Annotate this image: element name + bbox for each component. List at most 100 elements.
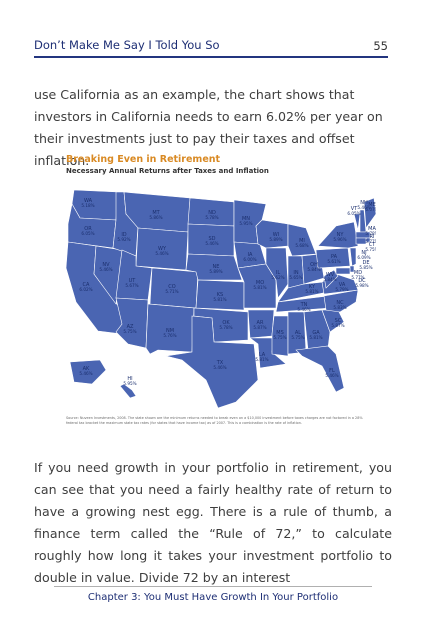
- state-label-or: OR6.05%: [81, 226, 94, 236]
- state-return-value: 5.96%: [333, 237, 346, 242]
- us-states-map: WA5.18%OR6.05%CA6.02%NV5.46%ID5.92%MT5.8…: [66, 189, 376, 409]
- state-abbr: NJ: [361, 250, 366, 256]
- state-label-tn: TN5.46%: [297, 302, 310, 312]
- state-return-value: 5.46%: [297, 307, 310, 312]
- state-abbr: SC: [335, 318, 342, 324]
- state-label-wv: WV5.84%: [323, 272, 336, 282]
- figure-title: Breaking Even in Retirement: [66, 154, 221, 165]
- state-abbr: NC: [336, 300, 344, 306]
- state-abbr: OR: [84, 226, 92, 232]
- state-return-value: 5.84%: [323, 277, 336, 282]
- state-return-value: 5.46%: [213, 365, 226, 370]
- state-abbr: WA: [84, 198, 93, 204]
- state-label-ca: CA6.02%: [79, 282, 92, 292]
- state-return-value: 6.07%: [365, 207, 376, 212]
- state-abbr: NV: [102, 262, 110, 268]
- state-shape-me: [363, 197, 376, 229]
- state-label-in: IN5.65%: [289, 270, 302, 280]
- state-return-value: 5.46%: [205, 241, 218, 246]
- state-return-value: 5.95%: [123, 381, 136, 386]
- state-label-ks: KS5.81%: [213, 292, 226, 302]
- state-label-nm: NM5.76%: [163, 328, 176, 338]
- state-return-value: 5.81%: [253, 285, 266, 290]
- state-return-value: 5.79%: [335, 287, 348, 292]
- state-label-il: IL5.62%: [271, 270, 284, 280]
- state-return-value: 6.09%: [357, 255, 370, 260]
- state-return-value: 5.18%: [81, 203, 94, 208]
- state-return-value: 5.75%: [291, 335, 304, 340]
- state-shape-nj: [349, 247, 357, 267]
- state-abbr: NH: [360, 200, 368, 206]
- state-label-nv: NV5.46%: [99, 262, 112, 272]
- figure-subtitle: Necessary Annual Returns after Taxes and…: [66, 167, 269, 175]
- state-abbr: FL: [329, 368, 335, 374]
- state-label-fl: FL5.46%: [325, 368, 338, 378]
- state-shape-ms: [271, 315, 289, 357]
- state-return-value: 5.78%: [205, 215, 218, 220]
- state-return-value: 5.81%: [255, 357, 268, 362]
- state-return-value: 5.78%: [365, 231, 376, 236]
- figure-source-note: Source: Nuveen Investments, 2008. The st…: [66, 416, 363, 425]
- state-abbr: MS: [276, 330, 284, 336]
- state-label-nj: NJ6.09%: [357, 250, 370, 260]
- state-abbr: WY: [158, 246, 167, 252]
- state-label-vt: VT6.05%: [347, 206, 360, 216]
- state-abbr: MT: [152, 210, 160, 216]
- body-paragraph-2: If you need growth in your portfolio in …: [34, 460, 392, 585]
- state-label-hi: HI5.95%: [123, 376, 136, 386]
- state-abbr: MA: [368, 226, 376, 232]
- page-header: Don’t Make Me Say I Told You So 55: [34, 36, 388, 58]
- state-abbr: SD: [208, 236, 215, 242]
- header-rule: [34, 56, 388, 58]
- state-label-va: VA5.79%: [335, 282, 348, 292]
- state-return-value: 5.77%: [365, 239, 376, 244]
- state-abbr: MN: [242, 216, 250, 222]
- state-shape-az: [115, 297, 149, 349]
- state-return-value: 5.81%: [213, 297, 226, 302]
- state-return-value: 5.67%: [125, 283, 138, 288]
- state-label-az: AZ5.75%: [123, 324, 136, 334]
- state-label-la: LA5.81%: [255, 352, 268, 362]
- state-abbr: AL: [295, 330, 301, 336]
- state-label-nd: ND5.78%: [205, 210, 218, 220]
- state-abbr: KS: [217, 292, 223, 298]
- state-return-value: 5.46%: [99, 267, 112, 272]
- state-return-value: 5.62%: [271, 275, 284, 280]
- state-return-value: 6.05%: [81, 231, 94, 236]
- state-label-md: MD5.77%: [351, 270, 364, 280]
- state-shape-il: [265, 247, 289, 299]
- state-return-value: 5.95%: [239, 221, 252, 226]
- state-return-value: 5.85%: [359, 265, 372, 270]
- state-abbr: WV: [326, 272, 335, 278]
- state-abbr: TN: [300, 302, 308, 308]
- state-return-value: 5.87%: [331, 323, 344, 328]
- state-return-value: 5.75%: [365, 247, 376, 252]
- state-abbr: DE: [362, 260, 369, 266]
- state-shape-wv: [323, 269, 339, 289]
- state-abbr: VA: [339, 282, 346, 288]
- state-abbr: DC: [358, 278, 366, 284]
- state-label-ct: CT5.75%: [365, 242, 376, 252]
- state-abbr: NM: [166, 328, 174, 334]
- state-abbr: ND: [208, 210, 216, 216]
- state-abbr: MD: [354, 270, 362, 276]
- state-abbr: AR: [257, 320, 264, 326]
- state-return-value: 5.78%: [219, 325, 232, 330]
- state-label-al: AL5.75%: [291, 330, 304, 340]
- state-label-ri: RI5.77%: [365, 234, 376, 244]
- state-label-ut: UT5.67%: [125, 278, 138, 288]
- state-label-mn: MN5.95%: [239, 216, 252, 226]
- state-abbr: LA: [259, 352, 266, 358]
- state-shape-vt: [353, 213, 361, 231]
- state-return-value: 6.00%: [243, 257, 256, 262]
- state-return-value: 5.65%: [289, 275, 302, 280]
- state-return-value: 5.77%: [351, 275, 364, 280]
- state-label-mt: MT5.86%: [149, 210, 162, 220]
- state-label-ne: NE5.89%: [209, 264, 222, 274]
- state-abbr: ME: [368, 202, 375, 208]
- state-shape-ct: [355, 237, 367, 245]
- state-shape-md: [335, 267, 351, 275]
- state-shape-tx: [165, 315, 259, 409]
- state-return-value: 5.81%: [305, 289, 318, 294]
- state-return-value: 5.46%: [155, 251, 168, 256]
